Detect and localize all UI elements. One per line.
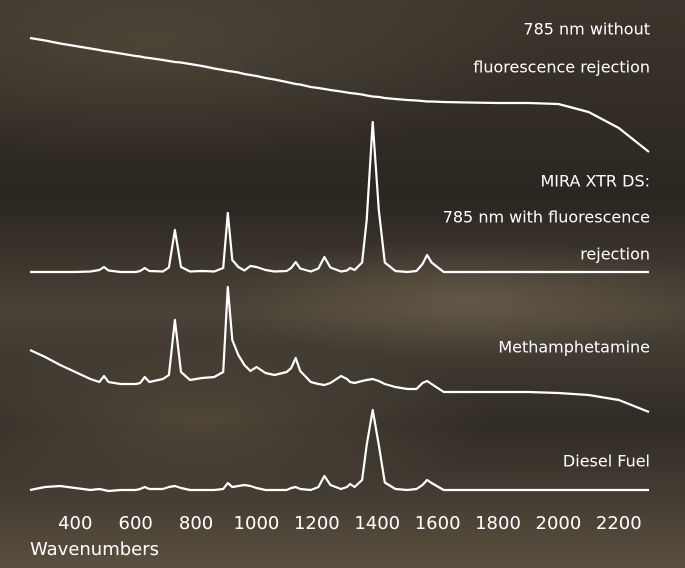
spectrum-line <box>30 122 649 272</box>
x-tick-label: 600 <box>119 513 153 534</box>
x-tick-label: 1200 <box>294 513 340 534</box>
x-tick-label: 1400 <box>354 513 400 534</box>
x-axis-label: Wavenumbers <box>30 539 159 560</box>
x-tick-label: 400 <box>58 513 92 534</box>
series-label: Methamphetamine <box>498 338 650 357</box>
x-tick-label: 1800 <box>475 513 521 534</box>
x-tick-label: 2000 <box>536 513 582 534</box>
x-tick-label: 800 <box>179 513 213 534</box>
chart: Wavenumbers 400 600 800 1000 1200 1400 1600 180… <box>0 0 685 568</box>
x-tick-label: 1600 <box>415 513 461 534</box>
x-tick-label: 2200 <box>596 513 642 534</box>
series-label: rejection <box>580 245 650 264</box>
series-label: 785 nm without <box>523 20 650 39</box>
x-tick-label: 1000 <box>234 513 280 534</box>
series-label: Diesel Fuel <box>563 452 650 471</box>
spectrum-line <box>30 38 649 152</box>
series-label: 785 nm with fluorescence <box>443 208 650 227</box>
series-label: fluorescence rejection <box>473 58 650 77</box>
series-label: MIRA XTR DS: <box>540 172 650 191</box>
spectrum-line <box>30 410 649 491</box>
